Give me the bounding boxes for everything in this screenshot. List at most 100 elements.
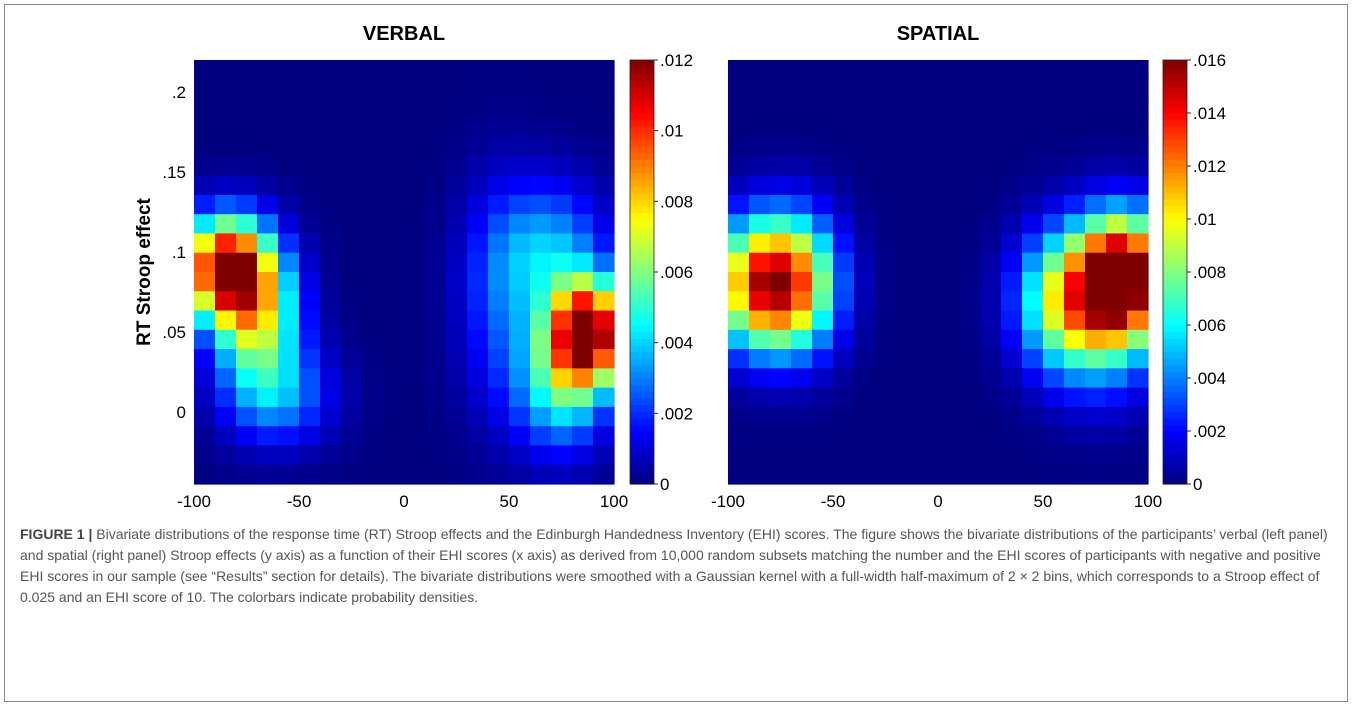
- heatmap-cell: [362, 214, 384, 235]
- colorbar-segment: [630, 132, 654, 141]
- heatmap-cell: [1064, 272, 1086, 292]
- heatmap-cell: [875, 426, 897, 447]
- heatmap-cell: [980, 79, 1002, 100]
- heatmap-cell: [488, 349, 510, 369]
- heatmap-cell: [896, 214, 918, 235]
- heatmap-cell: [236, 175, 258, 196]
- heatmap-cell: [1001, 445, 1023, 466]
- heatmap-cell: [854, 60, 876, 80]
- heatmap-cell: [467, 252, 489, 273]
- colorbar-segment: [630, 252, 654, 260]
- heatmap-cell: [728, 233, 750, 254]
- heatmap-cell: [383, 98, 405, 119]
- heatmap-cell: [257, 98, 279, 119]
- y-tick-label: .15: [162, 163, 186, 182]
- heatmap-cell: [215, 387, 237, 408]
- heatmap-cell: [1106, 233, 1128, 254]
- heatmap-cell: [488, 117, 510, 138]
- heatmap-cell: [593, 387, 615, 408]
- heatmap-cell: [320, 233, 342, 254]
- colorbar-segment: [1163, 311, 1187, 319]
- heatmap-cell: [854, 214, 876, 235]
- heatmap-cell: [1043, 214, 1065, 235]
- heatmap-cell: [791, 194, 813, 215]
- colorbar-segment: [1163, 166, 1187, 174]
- figure-charts: VERBAL -100 -50 0 50 100 EHI score 0 .05 .1 .15 .2 R…: [134, 23, 1226, 520]
- heatmap-cell: [749, 175, 771, 196]
- colorbar-segment: [1163, 106, 1187, 114]
- heatmap-cell: [341, 406, 363, 427]
- heatmap-cell: [467, 233, 489, 254]
- heatmap-cell: [572, 79, 594, 100]
- heatmap-cell: [938, 175, 960, 196]
- heatmap-cell: [404, 252, 426, 273]
- heatmap-cell: [749, 137, 771, 157]
- heatmap-cell: [488, 175, 510, 196]
- heatmap-cell: [194, 175, 216, 196]
- heatmap-cell: [1106, 406, 1128, 427]
- heatmap-cell: [854, 426, 876, 447]
- heatmap-cell: [341, 291, 363, 312]
- heatmap-cell: [1022, 98, 1044, 119]
- heatmap-cell: [593, 156, 615, 177]
- heatmap-cell: [1001, 426, 1023, 447]
- heatmap-cell: [1085, 252, 1107, 273]
- heatmap-cell: [728, 329, 750, 350]
- heatmap-cell: [341, 175, 363, 196]
- heatmap-cell: [341, 79, 363, 100]
- heatmap-cell: [194, 98, 216, 119]
- heatmap-cell: [1106, 387, 1128, 408]
- heatmap-cell: [1127, 98, 1149, 119]
- heatmap-cell: [959, 368, 981, 389]
- x-tick-label: -50: [821, 492, 846, 511]
- heatmap-cell: [938, 291, 960, 312]
- heatmap-cell: [833, 252, 855, 273]
- heatmap-cell: [959, 445, 981, 466]
- heatmap-cell: [236, 329, 258, 350]
- heatmap-cell: [572, 214, 594, 235]
- heatmap-cell: [446, 79, 468, 100]
- colorbar-segment: [630, 192, 654, 200]
- heatmap-cell: [278, 445, 300, 466]
- heatmap-cell: [509, 329, 531, 350]
- heatmap-cell: [1022, 214, 1044, 235]
- heatmap-cell: [320, 445, 342, 466]
- colorbar-segment: [1163, 93, 1187, 101]
- heatmap-cell: [791, 117, 813, 138]
- heatmap-cell: [593, 368, 615, 389]
- heatmap-cell: [509, 79, 531, 100]
- heatmap-cell: [1106, 445, 1128, 466]
- colorbar-tick-label: .016: [1193, 51, 1226, 70]
- heatmap-cell: [383, 214, 405, 235]
- heatmap-cell: [362, 329, 384, 350]
- colorbar-segment: [630, 285, 654, 293]
- heatmap-cell: [572, 194, 594, 215]
- heatmap-cell: [917, 98, 939, 119]
- heatmap-cell: [1043, 368, 1065, 389]
- heatmap-cell: [1106, 464, 1128, 485]
- heatmap-cell: [1085, 79, 1107, 100]
- heatmap-cell: [215, 445, 237, 466]
- heatmap-cell: [791, 233, 813, 254]
- heatmap-cell: [1001, 406, 1023, 427]
- heatmap-cell: [1106, 60, 1128, 80]
- heatmap-cell: [299, 79, 321, 100]
- heatmap-cell: [1064, 464, 1086, 485]
- heatmap-cell: [215, 194, 237, 215]
- heatmap-cell: [593, 272, 615, 292]
- heatmap-cell: [194, 426, 216, 447]
- heatmap-cell: [812, 117, 834, 138]
- heatmap-cell: [299, 98, 321, 119]
- heatmap-cell: [194, 137, 216, 157]
- heatmap-cell: [446, 387, 468, 408]
- heatmap-cell: [1022, 349, 1044, 369]
- heatmap-cell: [1127, 214, 1149, 235]
- heatmap-cell: [194, 445, 216, 466]
- heatmap-cell: [551, 194, 573, 215]
- heatmap-cell: [446, 117, 468, 138]
- heatmap-cell: [938, 79, 960, 100]
- heatmap-cell: [341, 156, 363, 177]
- heatmap-cell: [404, 98, 426, 119]
- heatmap-cell: [257, 426, 279, 447]
- heatmap-cell: [917, 387, 939, 408]
